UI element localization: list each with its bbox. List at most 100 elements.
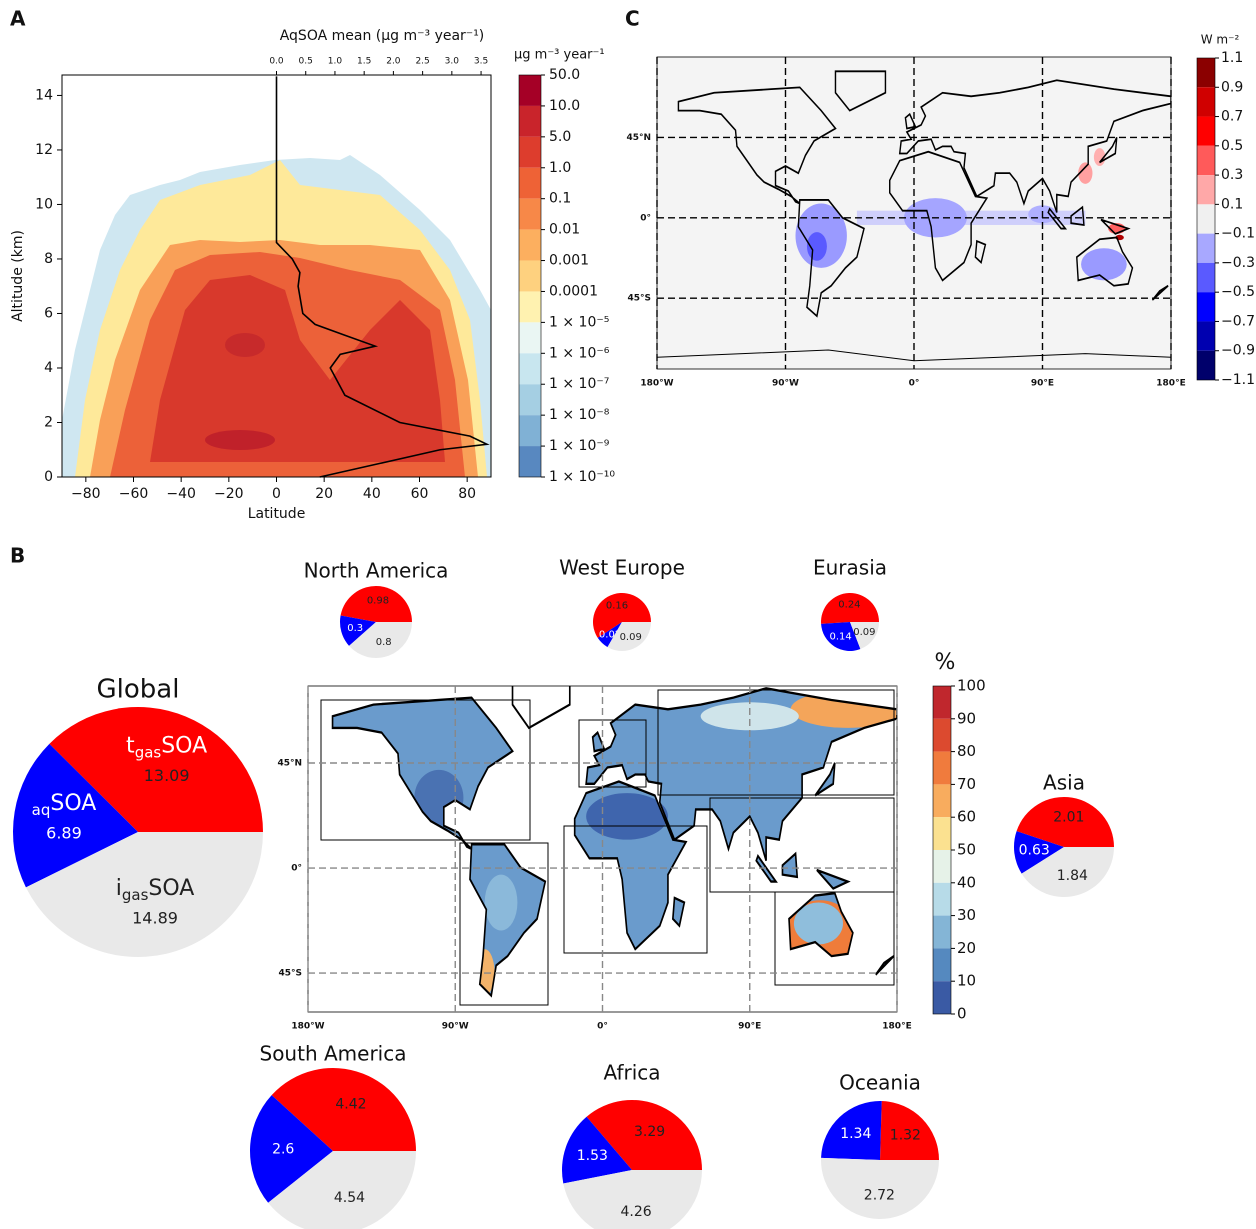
x-tick-label: 80 bbox=[458, 486, 476, 502]
x-tick-label: 0° bbox=[597, 1022, 608, 1032]
pie-wedge bbox=[561, 1116, 632, 1184]
pie-wedge bbox=[597, 622, 622, 648]
name-subscript: gas bbox=[135, 743, 162, 761]
colorbar-label: 0.0001 bbox=[549, 283, 598, 299]
x-tick-label: 0° bbox=[909, 379, 920, 389]
fraction-map bbox=[331, 686, 897, 997]
y-tick-label: 4 bbox=[44, 360, 53, 376]
x2-tick-label: 1.0 bbox=[328, 57, 343, 67]
x-axis-title: Latitude bbox=[248, 506, 306, 522]
pie-wedge bbox=[249, 1095, 333, 1203]
pie-series-name: tgasSOA bbox=[126, 734, 207, 762]
field-band bbox=[150, 275, 445, 462]
colorbar-label: 80 bbox=[957, 742, 976, 760]
pie-wedge bbox=[268, 1151, 416, 1229]
colorbar-label: 0.9 bbox=[1221, 79, 1243, 95]
pie-value-label: 4.26 bbox=[620, 1204, 651, 1220]
colorbar-label: 1 × 10⁻¹⁰ bbox=[549, 469, 615, 485]
pie-wedge bbox=[349, 622, 412, 659]
x-tick-label: 90°E bbox=[1031, 379, 1054, 389]
colorbar-label: −0.5 bbox=[1221, 284, 1255, 300]
x-tick-label: 180°W bbox=[291, 1022, 324, 1032]
region-box bbox=[563, 825, 708, 954]
name-part: t bbox=[126, 734, 135, 759]
field-band bbox=[205, 430, 275, 450]
pie-value-label: 0.09 bbox=[620, 632, 642, 643]
pie-wedge bbox=[586, 1100, 702, 1170]
y-tick-label: 2 bbox=[44, 414, 53, 430]
y-tick-label: 45°N bbox=[626, 133, 651, 143]
map-shade bbox=[700, 702, 799, 731]
y-tick-label: 45°N bbox=[277, 759, 302, 769]
colorbar-label: 10.0 bbox=[549, 98, 580, 114]
map-shade bbox=[793, 902, 844, 945]
y-tick-label: 12 bbox=[35, 142, 53, 158]
colorbar-title: μg m⁻³ year⁻¹ bbox=[514, 48, 605, 63]
colorbar-band bbox=[519, 291, 541, 323]
pie-value-label: 0.24 bbox=[838, 600, 860, 611]
colorbar-label: 0.1 bbox=[1221, 196, 1243, 212]
colorbar-band bbox=[519, 260, 541, 292]
colorbar-label: 60 bbox=[957, 808, 976, 826]
x-tick-label: 40 bbox=[363, 486, 381, 502]
region-box bbox=[320, 699, 531, 841]
colorbar-label: 0.1 bbox=[549, 191, 571, 207]
pie-value-label: 0.8 bbox=[376, 637, 392, 648]
pie-wedge bbox=[25, 832, 264, 958]
x2-tick-label: 0.0 bbox=[269, 57, 284, 67]
x-tick-label: 0 bbox=[272, 486, 281, 502]
x-tick-label: 90°E bbox=[738, 1022, 761, 1032]
x2-tick-label: 2.0 bbox=[386, 57, 401, 67]
pie-title: Asia bbox=[1043, 771, 1085, 795]
colorbar-band bbox=[519, 384, 541, 416]
x-tick-label: −40 bbox=[166, 486, 196, 502]
map-shade bbox=[1081, 248, 1127, 281]
x-tick-label: −20 bbox=[214, 486, 244, 502]
name-subscript: aq bbox=[32, 800, 51, 818]
y-tick-label: 10 bbox=[35, 196, 53, 212]
y-tick-label: 45°S bbox=[627, 294, 651, 304]
colorbar-label: 0.3 bbox=[1221, 167, 1243, 183]
colorbar-label: 50 bbox=[957, 841, 976, 859]
x-tick-label: 180°E bbox=[882, 1022, 911, 1032]
colorbar-band bbox=[519, 322, 541, 354]
colorbar-label: 0.01 bbox=[549, 222, 580, 238]
map-shade bbox=[586, 793, 668, 840]
colorbar-label: 1.1 bbox=[1221, 50, 1243, 66]
y-tick-label: 0° bbox=[291, 864, 302, 874]
colorbar-band bbox=[933, 718, 951, 752]
colorbar-label: 1 × 10⁻⁸ bbox=[549, 407, 610, 423]
pie-title: Oceania bbox=[839, 1071, 921, 1095]
pie-value-label: 0.98 bbox=[367, 595, 389, 606]
map-shade bbox=[1078, 162, 1093, 184]
colorbar-band bbox=[1197, 292, 1215, 322]
pie-wedge bbox=[340, 586, 412, 622]
colorbar-label: 50.0 bbox=[549, 67, 580, 83]
colorbar-label: 30 bbox=[957, 906, 976, 924]
pie-wedge bbox=[821, 592, 879, 624]
colorbar-band bbox=[933, 751, 951, 785]
x-tick-label: 90°W bbox=[772, 379, 799, 389]
colorbar-band bbox=[1197, 262, 1215, 293]
panel-label: A bbox=[10, 7, 26, 31]
pie-title: North America bbox=[304, 559, 449, 583]
colorbar-frame bbox=[518, 74, 542, 478]
land bbox=[511, 686, 571, 730]
pie-title: West Europe bbox=[559, 556, 685, 580]
colorbar-band bbox=[1197, 145, 1215, 176]
colorbar-band bbox=[519, 229, 541, 261]
region-box bbox=[774, 891, 895, 986]
pie-wedge bbox=[850, 622, 879, 650]
colorbar-band bbox=[519, 136, 541, 168]
colorbar-band bbox=[1197, 350, 1215, 380]
x2-tick-label: 0.5 bbox=[299, 57, 313, 67]
pie-value-label: 0.63 bbox=[1019, 843, 1050, 859]
pie-series-name: igasSOA bbox=[116, 876, 195, 904]
colorbar-band bbox=[519, 415, 541, 447]
colorbar-band bbox=[1197, 116, 1215, 146]
pie-value-label: 1.53 bbox=[577, 1148, 608, 1164]
name-part: i bbox=[116, 876, 122, 901]
colorbar-band bbox=[519, 105, 541, 137]
colorbar-label: 40 bbox=[957, 873, 976, 891]
